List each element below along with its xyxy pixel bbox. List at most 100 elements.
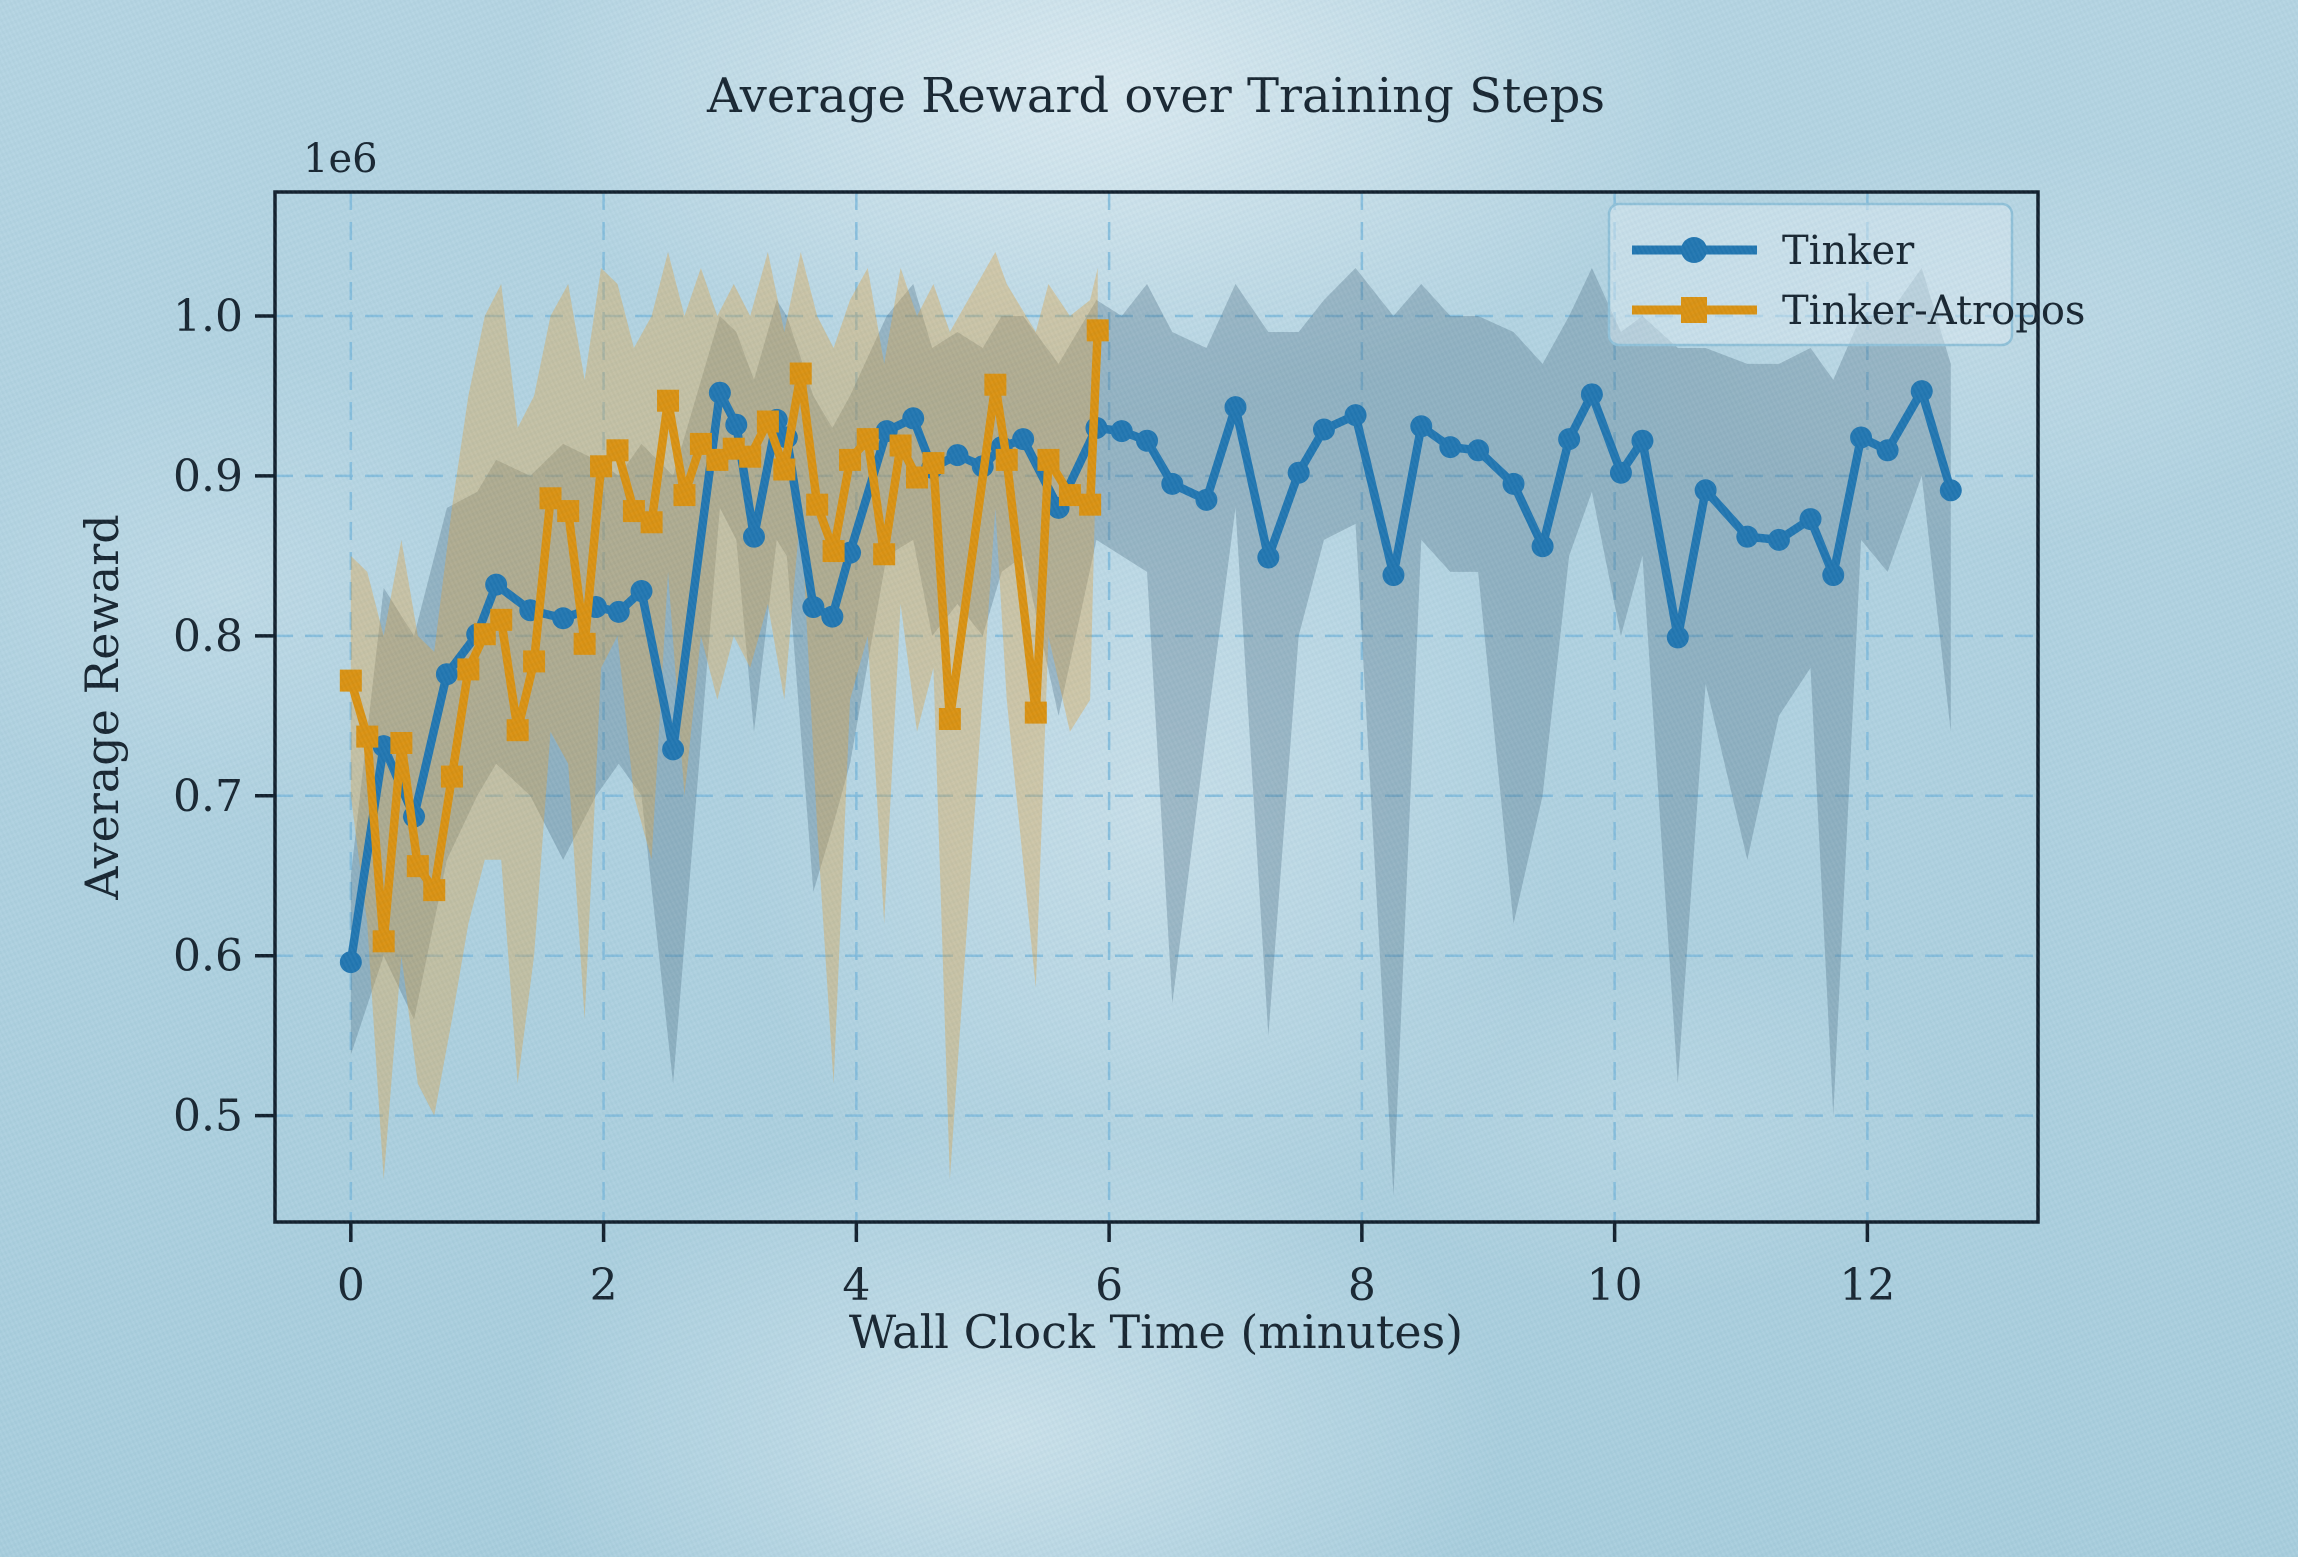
data-lines: [339, 319, 1962, 974]
tinker-marker: [339, 951, 362, 974]
tinker-marker: [1136, 429, 1159, 452]
axes-border: [273, 190, 2040, 1224]
tinker-marker: [1910, 380, 1933, 403]
tinker-atropos-marker: [539, 487, 562, 510]
tinker-marker: [708, 381, 731, 404]
y-tick-label: 0.9: [173, 451, 243, 502]
tinker-marker: [1799, 508, 1822, 531]
tinker-marker: [1822, 564, 1845, 587]
gridlines: [275, 192, 2038, 1222]
tinker-marker: [607, 600, 630, 623]
x-tick-label: 6: [1095, 1260, 1123, 1311]
tinker-atropos-marker: [657, 389, 680, 412]
tinker-atropos-marker: [756, 410, 779, 433]
tinker-atropos-marker: [922, 452, 945, 475]
tinker-marker: [821, 605, 844, 628]
tinker-marker: [1344, 404, 1367, 427]
x-tick-label: 4: [842, 1260, 870, 1311]
tinker-marker: [1224, 396, 1247, 419]
tinker-atropos-marker: [490, 608, 513, 631]
tinker-marker: [1736, 525, 1759, 548]
tinker-marker: [1439, 436, 1462, 459]
tinker-atropos-marker: [839, 448, 862, 471]
tinker-atropos-marker: [1086, 319, 1109, 342]
x-tick-label: 2: [590, 1260, 618, 1311]
tinker-marker: [1694, 479, 1717, 502]
tinker-atropos-marker: [440, 765, 463, 788]
tinker-atropos-marker: [673, 484, 696, 507]
tinker-atropos-marker: [457, 658, 480, 681]
tinker-atropos-marker: [390, 731, 413, 754]
tinker-atropos-marker: [806, 493, 829, 516]
tinker-atropos-marker: [573, 632, 596, 655]
tinker-marker: [1850, 426, 1873, 449]
tinker-atropos-marker: [606, 439, 629, 462]
y-tick-label: 1.0: [173, 291, 243, 342]
legend-label-tinker-atropos: Tinker-Atropos: [1782, 288, 2085, 334]
y-tick-label: 0.6: [173, 931, 243, 982]
tinker-marker: [1502, 472, 1525, 495]
tinker-marker: [1012, 428, 1035, 451]
tinker-atropos-marker: [889, 434, 912, 457]
tinker-atropos-marker: [984, 373, 1007, 396]
axis-ticks: 0 2 4 6 8 10 12 0.5 0.6 0.7 0.8 0.9 1.0: [173, 291, 1895, 1311]
tinker-marker: [1558, 428, 1581, 451]
tinker-atropos-marker: [423, 879, 446, 902]
tinker-atropos-marker: [339, 669, 362, 692]
tinker-marker: [902, 407, 925, 430]
tinker-atropos-marker: [1079, 493, 1102, 516]
tinker-atropos-marker: [372, 930, 395, 953]
tinker-marker: [1382, 564, 1405, 587]
legend-label-tinker: Tinker: [1782, 228, 1915, 274]
tinker-atropos-marker: [938, 707, 961, 730]
y-axis-label: Average Reward: [75, 514, 129, 900]
tinker-marker: [1666, 626, 1689, 649]
tinker-marker: [1287, 461, 1310, 484]
tinker-atropos-marker: [356, 725, 379, 748]
tinker-atropos-marker: [640, 511, 663, 534]
tinker-atropos-marker: [523, 650, 546, 673]
x-tick-label: 0: [337, 1260, 365, 1311]
tinker-atropos-marker: [1024, 701, 1047, 724]
tinker-marker: [725, 413, 748, 436]
x-axis-label: Wall Clock Time (minutes): [849, 1305, 1463, 1359]
y-tick-label: 0.7: [173, 771, 243, 822]
tinker-marker: [1110, 420, 1133, 443]
tinker-marker: [1631, 429, 1654, 452]
tinker-marker: [1876, 439, 1899, 462]
tinker-marker: [1161, 472, 1184, 495]
tinker-atropos-marker: [856, 428, 879, 451]
tinker-atropos-marker: [995, 448, 1018, 471]
chart-title: Average Reward over Training Steps: [706, 68, 1605, 124]
tinker-marker: [946, 444, 969, 467]
tinker-marker: [1609, 461, 1632, 484]
tinker-line: [346, 386, 1956, 967]
legend-item-tinker: Tinker: [1632, 228, 1915, 274]
tinker-atropos-marker: [1037, 448, 1060, 471]
legend-item-tinker-atropos: Tinker-Atropos: [1632, 288, 2085, 334]
x-tick-label: 8: [1348, 1260, 1376, 1311]
tinker-atropos-marker: [822, 540, 845, 563]
tinker-marker: [1467, 439, 1490, 462]
tinker-marker: [662, 738, 685, 761]
y-tick-label: 0.5: [173, 1091, 243, 1142]
tinker-atropos-marker: [873, 543, 896, 566]
tinker-marker: [630, 580, 653, 603]
tinker-atropos-marker: [506, 719, 529, 742]
tinker-atropos-marker: [557, 500, 580, 523]
tinker-marker: [1531, 535, 1554, 558]
tinker-legend-marker-icon: [1681, 237, 1707, 263]
confidence-bands: [350, 251, 1951, 1196]
tinker-marker: [435, 663, 458, 686]
y-tick-label: 0.8: [173, 611, 243, 662]
tinker-atropos-marker: [1058, 484, 1081, 507]
tinker-marker: [485, 573, 508, 596]
tinker-atropos-marker: [773, 458, 796, 481]
tinker-marker: [1767, 528, 1790, 551]
tinker-atropos-marker: [406, 855, 429, 878]
legend: Tinker Tinker-Atropos: [1607, 202, 2085, 347]
tinker-atropos-marker: [739, 445, 762, 468]
tinker-marker: [1312, 418, 1335, 441]
